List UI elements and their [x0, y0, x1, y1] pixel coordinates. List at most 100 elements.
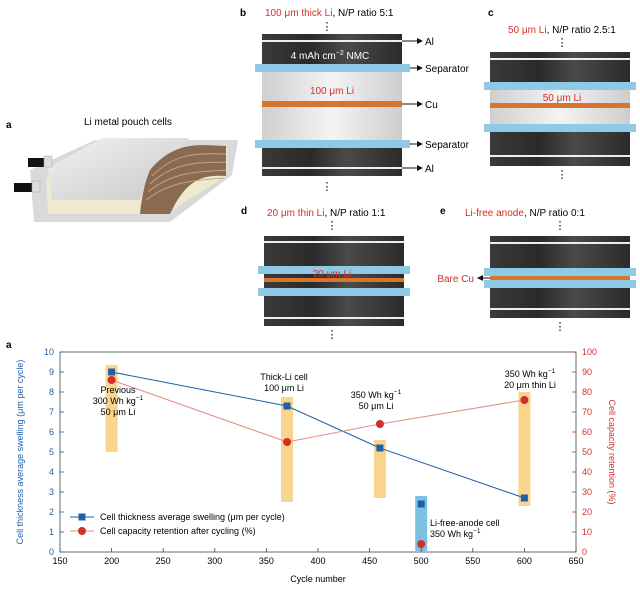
- retention-line: [111, 379, 525, 443]
- d-cu-foil: [264, 278, 404, 282]
- x-tick-label: 350: [259, 556, 274, 566]
- annotation-line: Li-free-anode cell: [430, 518, 500, 528]
- x-tick-label: 600: [517, 556, 532, 566]
- x-tick-label: 500: [414, 556, 429, 566]
- tab-bottom: [14, 183, 32, 192]
- annotation-line: Thick-Li cell: [260, 372, 308, 382]
- annotation-line: 50 μm Li: [359, 401, 394, 411]
- panel-e-heading: Li-free anode, N/P ratio 0:1: [465, 208, 585, 219]
- ellipsis-c-bottom: ⋮: [557, 169, 568, 181]
- retention-point: [520, 396, 529, 404]
- d-separator-top: [258, 266, 410, 274]
- y-right-tick-label: 0: [582, 547, 587, 557]
- b-cathode-top: [262, 34, 402, 64]
- e-bare-cu-label: Bare Cu: [437, 274, 474, 285]
- pouch-cell-illustration: [14, 138, 238, 222]
- panel-d-heading: 20 μm thin Li, N/P ratio 1:1: [267, 208, 386, 219]
- retention-point: [283, 438, 292, 446]
- tab-top: [28, 158, 44, 167]
- annotation-line: 350 Wh kg−1: [505, 368, 556, 379]
- panel-letter-e: e: [440, 206, 446, 217]
- pouch-top-face: [48, 138, 190, 200]
- x-axis-title: Cycle number: [290, 574, 346, 584]
- y-left-tick-label: 8: [49, 387, 54, 397]
- highlight-box-3: [373, 440, 386, 498]
- legend-swelling-label: Cell thickness average swelling (μm per …: [100, 512, 285, 522]
- panel-b: b 100 μm thick Li, N/P ratio 5:1 ⋮ 4 mAh…: [240, 8, 470, 193]
- c-separator-top: [484, 82, 636, 90]
- c-separator-bottom: [484, 124, 636, 132]
- y-left-axis-title: Cell thickness average swelling (μm per …: [15, 360, 25, 545]
- panel-d: d 20 μm thin Li, N/P ratio 1:1 ⋮ 20 μm L…: [241, 206, 410, 341]
- annotation-line: 350 Wh kg−1: [430, 528, 481, 539]
- ellipsis-e-bottom: ⋮: [555, 321, 566, 333]
- panel-letter-d: d: [241, 206, 247, 217]
- d-cathode-bottom: [264, 296, 404, 326]
- y-right-tick-label: 20: [582, 507, 592, 517]
- annotation-line: 100 μm Li: [264, 383, 304, 393]
- y-right-tick-label: 90: [582, 367, 592, 377]
- li-free-swelling-point: [417, 500, 425, 508]
- panel-a-pouch: a Li metal pouch cells: [6, 117, 238, 222]
- pouch-title: Li metal pouch cells: [84, 117, 172, 128]
- panel-c: c 50 μm Li, N/P ratio 2.5:1 ⋮ 50 μm Li ⋮: [484, 8, 636, 181]
- highlight-box-2: [281, 397, 294, 502]
- b-cathode-label: 4 mAh cm−2 NMC: [291, 50, 370, 62]
- callout-al-top: Al: [425, 37, 434, 48]
- annotation-line: 300 Wh kg−1: [93, 395, 144, 406]
- y-left-tick-label: 5: [49, 447, 54, 457]
- li-free-retention-point: [417, 540, 426, 548]
- retention-point: [375, 420, 384, 428]
- swelling-point: [376, 444, 384, 452]
- x-tick-label: 400: [310, 556, 325, 566]
- panel-letter-a-top: a: [6, 120, 12, 131]
- y-left-tick-label: 2: [49, 507, 54, 517]
- callout-separator-top: Separator: [425, 64, 470, 75]
- e-cathode-bottom: [490, 288, 630, 318]
- swelling-point: [108, 368, 116, 376]
- callout-al-bottom: Al: [425, 164, 434, 175]
- swelling-line: [111, 371, 525, 499]
- highlight-box-li-free: [415, 496, 428, 551]
- y-right-axis-title: Cell capacity retention (%): [607, 399, 617, 504]
- b-al-top: [262, 40, 402, 42]
- b-cathode-bottom: [262, 148, 402, 176]
- swelling-point: [283, 402, 291, 410]
- ellipsis-d-bottom: ⋮: [327, 329, 338, 341]
- x-tick-label: 550: [465, 556, 480, 566]
- annotation-line: 20 μm thin Li: [504, 380, 556, 390]
- ellipsis-c-top: ⋮: [557, 37, 568, 49]
- annotation-line: Previous: [100, 385, 136, 395]
- c-cathode-bottom: [490, 132, 630, 166]
- c-li-label: 50 μm Li: [543, 93, 582, 104]
- b-cu-foil: [262, 101, 402, 107]
- y-left-tick-label: 9: [49, 367, 54, 377]
- y-left-tick-label: 0: [49, 547, 54, 557]
- b-callout-arrows: [402, 38, 423, 171]
- callout-cu: Cu: [425, 100, 438, 111]
- panel-letter-b: b: [240, 8, 246, 19]
- chart-swelling-retention: a 150 200 250 300 350 400 450 500 550 600 65001234…: [6, 340, 617, 584]
- y-right-tick-label: 80: [582, 387, 592, 397]
- y-left-tick-label: 4: [49, 467, 54, 477]
- b-separator-bottom: [255, 140, 410, 148]
- legend-swelling-marker: [78, 513, 86, 521]
- y-right-tick-label: 70: [582, 407, 592, 417]
- c-cu-foil: [490, 103, 630, 108]
- x-tick-label: 250: [156, 556, 171, 566]
- e-cu-foil: [490, 276, 630, 280]
- legend-retention-label: Cell capacity retention after cycling (%…: [100, 526, 256, 536]
- b-li-label: 100 μm Li: [310, 86, 354, 97]
- e-separator-bottom: [484, 280, 636, 288]
- y-left-tick-label: 10: [44, 347, 54, 357]
- panel-letter-c: c: [488, 8, 494, 19]
- y-right-tick-label: 100: [582, 347, 597, 357]
- ellipsis-e-top: ⋮: [555, 220, 566, 232]
- ellipsis-b-top: ⋮: [322, 21, 333, 33]
- d-li-label: 20 μm Li: [313, 269, 352, 280]
- y-left-tick-label: 6: [49, 427, 54, 437]
- y-right-tick-label: 50: [582, 447, 592, 457]
- ellipsis-b-bottom: ⋮: [322, 181, 333, 193]
- y-right-tick-label: 10: [582, 527, 592, 537]
